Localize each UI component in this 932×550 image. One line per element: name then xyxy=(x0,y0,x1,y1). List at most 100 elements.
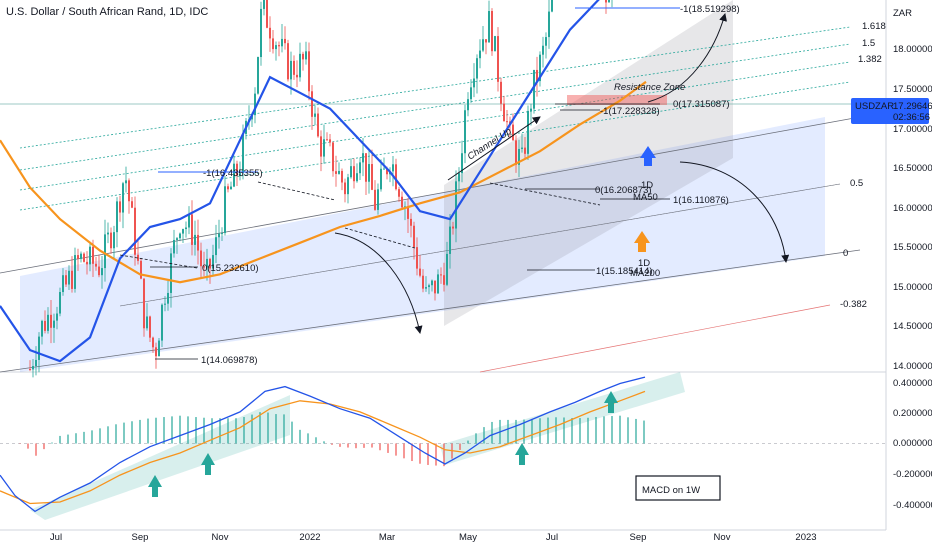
candle-body xyxy=(89,246,91,265)
candle-body xyxy=(302,53,304,60)
candle-body xyxy=(521,147,523,149)
candle-body xyxy=(137,254,139,261)
candle-body xyxy=(164,303,166,305)
candle-body xyxy=(446,253,448,285)
candle-body xyxy=(128,180,130,202)
candle-body xyxy=(134,207,136,255)
candle-body xyxy=(257,57,259,94)
candle-body xyxy=(353,166,355,182)
candle-body xyxy=(458,173,460,182)
dashed-tl-may xyxy=(489,182,601,206)
candle-body xyxy=(29,369,31,370)
candle-body xyxy=(110,232,112,249)
candle-body xyxy=(359,162,361,174)
dashed-tl-sep xyxy=(119,254,198,269)
candles-group xyxy=(29,0,613,378)
candle-body xyxy=(404,206,406,208)
candle-body xyxy=(470,87,472,100)
candle-body xyxy=(263,0,265,9)
candle-body xyxy=(131,201,133,208)
arrow-pullback xyxy=(679,161,790,263)
candle-body xyxy=(407,206,409,219)
candle-body xyxy=(464,110,466,154)
candle-body xyxy=(308,51,310,92)
candle-body xyxy=(155,347,157,357)
candle-body xyxy=(233,163,235,187)
fib-level-label-1: 1.5 xyxy=(862,38,875,49)
candle-body xyxy=(278,45,280,47)
candle-body xyxy=(149,316,151,338)
candle-body xyxy=(494,36,496,52)
candle-body xyxy=(209,258,211,269)
candle-body xyxy=(239,173,241,176)
candle-body xyxy=(329,139,331,143)
candle-body xyxy=(47,314,49,331)
candle-body xyxy=(356,173,358,182)
annotation-fib-may0: 0(16.206873) xyxy=(595,185,652,196)
y-tick-label-3: 16.500000 xyxy=(893,163,932,174)
candle-body xyxy=(281,38,283,47)
macd-y-tick-label-0: 0.400000 xyxy=(893,378,932,389)
x-tick-label-0: Jul xyxy=(50,532,62,543)
candle-body xyxy=(224,186,226,234)
candle-body xyxy=(194,234,196,245)
candle-body xyxy=(113,232,115,249)
ma50-arrow xyxy=(640,146,656,166)
last-price-symbol: USDZAR xyxy=(855,101,894,112)
y-tick-label-5: 15.500000 xyxy=(893,242,932,253)
candle-body xyxy=(488,11,490,43)
candle-body xyxy=(119,201,121,213)
candle-body xyxy=(482,39,484,51)
macd-label-text: MACD on 1W xyxy=(642,485,700,496)
annotation-fib-nov: -1(16.435355) xyxy=(203,168,263,179)
candle-body xyxy=(83,253,85,262)
candle-body xyxy=(53,320,55,328)
x-tick-label-2: Nov xyxy=(212,532,229,543)
candle-body xyxy=(314,113,316,117)
annotation-fib-may1: 1(16.110876) xyxy=(673,195,729,206)
macd-y-tick-label-2: 0.000000 xyxy=(893,438,932,449)
candle-body xyxy=(347,177,349,195)
candle-body xyxy=(182,229,184,234)
candle-body xyxy=(218,233,220,238)
candle-body xyxy=(431,280,433,286)
candle-body xyxy=(386,168,388,175)
macd-y-tick-label-1: 0.200000 xyxy=(893,408,932,419)
fib-neg-line xyxy=(479,304,831,373)
candle-body xyxy=(254,93,256,116)
candle-body xyxy=(398,189,400,197)
candle-body xyxy=(500,81,502,104)
last-price-countdown: 02:36:56 xyxy=(893,112,930,123)
candle-body xyxy=(284,38,286,44)
candle-body xyxy=(605,0,607,3)
candle-body xyxy=(449,226,451,254)
candle-body xyxy=(125,180,127,184)
candle-body xyxy=(320,136,322,157)
candle-body xyxy=(473,78,475,88)
channel-upper-line xyxy=(0,116,861,274)
candle-body xyxy=(479,50,481,59)
annotation-fib-sep0: 0(15.232610) xyxy=(202,263,259,274)
candle-body xyxy=(305,51,307,60)
candle-body xyxy=(212,255,214,269)
candle-body xyxy=(383,168,385,170)
dashed-tl-nov xyxy=(257,181,336,201)
channel-up-band xyxy=(444,0,733,326)
candle-body xyxy=(65,275,67,285)
annotation-fib-jul1: -1(17.228328) xyxy=(600,106,660,117)
fib-level-label-3: 0.5 xyxy=(850,178,863,189)
candle-body xyxy=(530,108,532,111)
annotation-resistance-zone: Resistance Zone xyxy=(614,82,685,93)
candle-body xyxy=(104,234,106,269)
macd-up-arrow-2 xyxy=(515,443,529,465)
candle-body xyxy=(35,359,37,367)
macd-channel-2 xyxy=(440,372,685,465)
candle-body xyxy=(422,275,424,289)
candle-body xyxy=(101,268,103,276)
candle-body xyxy=(38,336,40,360)
candle-body xyxy=(56,313,58,321)
x-tick-label-4: Mar xyxy=(379,532,395,543)
candle-body xyxy=(377,189,379,210)
candle-body xyxy=(272,38,274,50)
candle-body xyxy=(365,153,367,182)
